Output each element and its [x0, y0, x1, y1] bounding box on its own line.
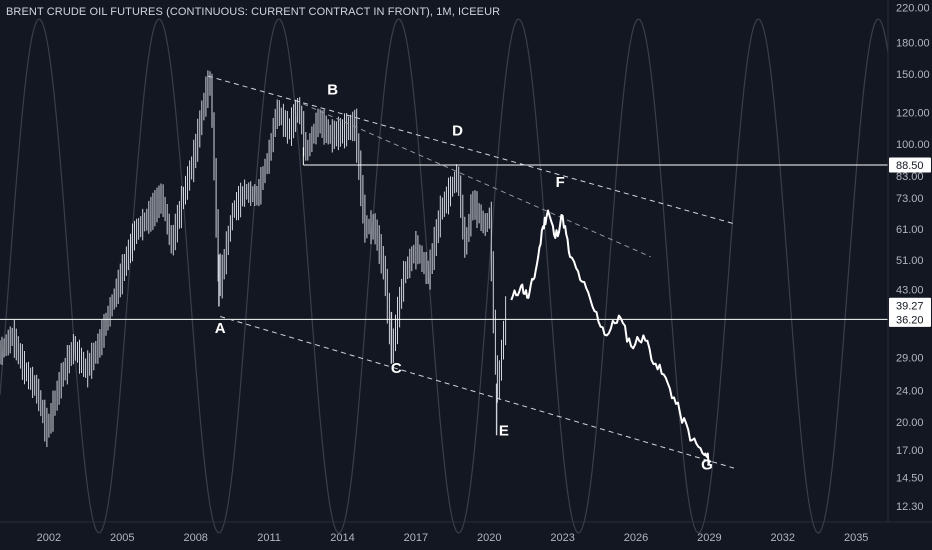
wave-label-c: C	[391, 360, 402, 377]
wave-label-f: F	[556, 174, 565, 191]
y-tick-label: 17.00	[896, 445, 924, 457]
x-tick-label: 2011	[257, 532, 281, 544]
y-tick-label: 43.00	[896, 285, 924, 297]
channel-line	[303, 103, 651, 258]
channel-line	[220, 316, 735, 469]
channel-lines	[207, 75, 735, 469]
y-tick-label: 100.00	[896, 139, 930, 151]
channel-line	[207, 75, 735, 225]
y-tick-label: 51.00	[896, 255, 924, 267]
wave-label-e: E	[499, 422, 509, 439]
wave-labels: A B C D E F G	[215, 82, 713, 474]
price-tag-label: 36.20	[896, 314, 924, 326]
x-tick-label: 2026	[624, 532, 648, 544]
x-tick-label: 2014	[330, 532, 354, 544]
time-axis: 2002 2005 2008 2011 2014 2017 2020 2023 2026 2029…	[0, 521, 932, 544]
price-tag	[889, 297, 931, 313]
y-tick-label: 220.00	[896, 3, 930, 15]
price-tag-label: 39.27	[896, 300, 924, 312]
x-tick-label: 2005	[110, 532, 134, 544]
y-tick-label: 61.00	[896, 224, 924, 236]
chart-title: BRENT CRUDE OIL FUTURES (CONTINUOUS: CUR…	[6, 6, 501, 18]
price-tag-label: 88.50	[896, 160, 924, 172]
y-tick-label: 180.00	[896, 37, 930, 49]
y-tick-label: 14.50	[896, 472, 924, 484]
wave-label-d: D	[452, 122, 463, 139]
wave-label-g: G	[701, 456, 713, 473]
wave-label-b: B	[327, 82, 338, 99]
price-axis: 220.00 180.00 150.00 120.00 100.00 83.00 73.00…	[887, 0, 930, 522]
x-tick-label: 2023	[550, 532, 574, 544]
cycle-wave	[0, 18, 889, 534]
y-tick-label: 83.00	[896, 171, 924, 183]
x-tick-label: 2020	[477, 532, 501, 544]
y-tick-label: 120.00	[896, 107, 930, 119]
projection-line	[510, 209, 711, 466]
price-candles	[0, 70, 507, 448]
x-tick-label: 2002	[37, 532, 61, 544]
y-tick-label: 29.00	[896, 353, 924, 365]
x-tick-label: 2032	[771, 532, 795, 544]
x-tick-label: 2035	[844, 532, 868, 544]
y-tick-label: 20.00	[896, 417, 924, 429]
y-tick-label: 73.00	[896, 193, 924, 205]
horizontal-levels: 88.50 39.27 36.20	[0, 147, 931, 327]
wave-label-a: A	[215, 320, 226, 337]
x-tick-label: 2029	[697, 532, 721, 544]
price-tag	[889, 311, 931, 327]
price-tag	[889, 157, 931, 173]
projection-path	[510, 209, 711, 466]
y-tick-label: 24.00	[896, 385, 924, 397]
y-tick-label: 150.00	[896, 69, 930, 81]
x-tick-label: 2017	[404, 532, 428, 544]
y-tick-label: 12.30	[896, 501, 924, 513]
cycle-wave-path	[0, 18, 889, 534]
x-tick-label: 2008	[183, 532, 207, 544]
